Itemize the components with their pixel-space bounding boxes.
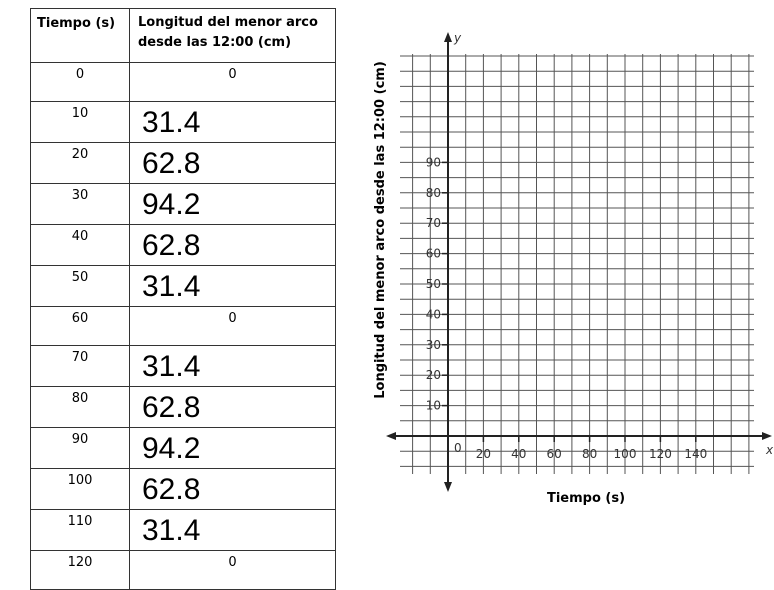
- x-tick-label: 140: [684, 447, 707, 461]
- coordinate-grid: 10 20 30 40 50 60 70 80 90 20 40 60 80 100 120 140 Long…: [373, 31, 774, 506]
- table-row: 60 0: [30, 306, 336, 346]
- table-row: 30 94.2: [30, 183, 336, 225]
- y-axis-arrow-down: [444, 482, 452, 492]
- table-row: 80 62.8: [30, 386, 336, 428]
- table-row: 110 31.4: [30, 509, 336, 551]
- arc-length-cell: 31.4: [129, 101, 336, 143]
- x-tick-label: 80: [582, 447, 597, 461]
- y-tick-label: 10: [426, 399, 441, 413]
- origin-label: 0: [454, 441, 462, 455]
- arc-length-cell: 62.8: [129, 142, 336, 184]
- x-tick-label: 40: [511, 447, 526, 461]
- y-tick-label: 70: [426, 216, 441, 230]
- header-time: Tiempo (s): [30, 8, 130, 63]
- y-tick-label: 60: [426, 247, 441, 261]
- arc-length-cell: 62.8: [129, 224, 336, 266]
- time-cell: 70: [30, 345, 130, 387]
- x-axis-arrow-left: [386, 432, 396, 440]
- data-table: Tiempo (s) Longitud del menor arco desde…: [30, 8, 336, 590]
- time-cell: 120: [30, 550, 130, 590]
- time-cell: 0: [30, 62, 130, 102]
- arc-length-cell: 62.8: [129, 386, 336, 428]
- x-tick-label: 100: [614, 447, 637, 461]
- header-arc-length: Longitud del menor arco desde las 12:00 …: [129, 8, 336, 63]
- y-tick-label: 90: [426, 155, 441, 169]
- y-tick-label: 80: [426, 186, 441, 200]
- arc-length-cell: 0: [129, 62, 336, 102]
- arc-length-cell: 0: [129, 306, 336, 346]
- time-cell: 80: [30, 386, 130, 428]
- grid-lines: [400, 54, 754, 474]
- table-row: 120 0: [30, 550, 336, 590]
- table-row: 50 31.4: [30, 265, 336, 307]
- tick-labels: 10 20 30 40 50 60 70 80 90 20 40 60 80 100 120 140: [426, 155, 708, 461]
- y-tick-label: 30: [426, 338, 441, 352]
- arc-length-cell: 31.4: [129, 345, 336, 387]
- table-row: 100 62.8: [30, 468, 336, 510]
- y-axis-label: Longitud del menor arco desde las 12:00 …: [373, 61, 388, 399]
- arc-length-cell: 0: [129, 550, 336, 590]
- y-tick-label: 50: [426, 277, 441, 291]
- arc-length-cell: 31.4: [129, 509, 336, 551]
- x-tick-label: 20: [476, 447, 491, 461]
- table-row: 10 31.4: [30, 101, 336, 143]
- table-body: 0 0 10 31.4 20 62.8 30 94.2 40 62.8 50 31.4 60 0 70 31.…: [30, 62, 336, 590]
- arc-length-cell: 94.2: [129, 427, 336, 469]
- time-cell: 90: [30, 427, 130, 469]
- x-axis-arrow-right: [762, 432, 772, 440]
- table-row: 20 62.8: [30, 142, 336, 184]
- x-tick-label: 120: [649, 447, 672, 461]
- x-letter: x: [765, 443, 774, 457]
- time-cell: 110: [30, 509, 130, 551]
- arc-length-cell: 62.8: [129, 468, 336, 510]
- axes: [386, 32, 772, 492]
- time-cell: 10: [30, 101, 130, 143]
- table-row: 40 62.8: [30, 224, 336, 266]
- time-cell: 30: [30, 183, 130, 225]
- table-row: 90 94.2: [30, 427, 336, 469]
- table-row: 70 31.4: [30, 345, 336, 387]
- y-tick-label: 40: [426, 307, 441, 321]
- arc-length-cell: 94.2: [129, 183, 336, 225]
- arc-length-cell: 31.4: [129, 265, 336, 307]
- x-axis-label: Tiempo (s): [547, 491, 625, 506]
- time-cell: 40: [30, 224, 130, 266]
- y-axis-arrow-up: [444, 32, 452, 42]
- time-cell: 60: [30, 306, 130, 346]
- time-cell: 20: [30, 142, 130, 184]
- x-tick-label: 60: [547, 447, 562, 461]
- time-cell: 50: [30, 265, 130, 307]
- time-cell: 100: [30, 468, 130, 510]
- y-letter: y: [453, 31, 462, 45]
- table-header-row: Tiempo (s) Longitud del menor arco desde…: [30, 8, 336, 63]
- y-tick-label: 20: [426, 368, 441, 382]
